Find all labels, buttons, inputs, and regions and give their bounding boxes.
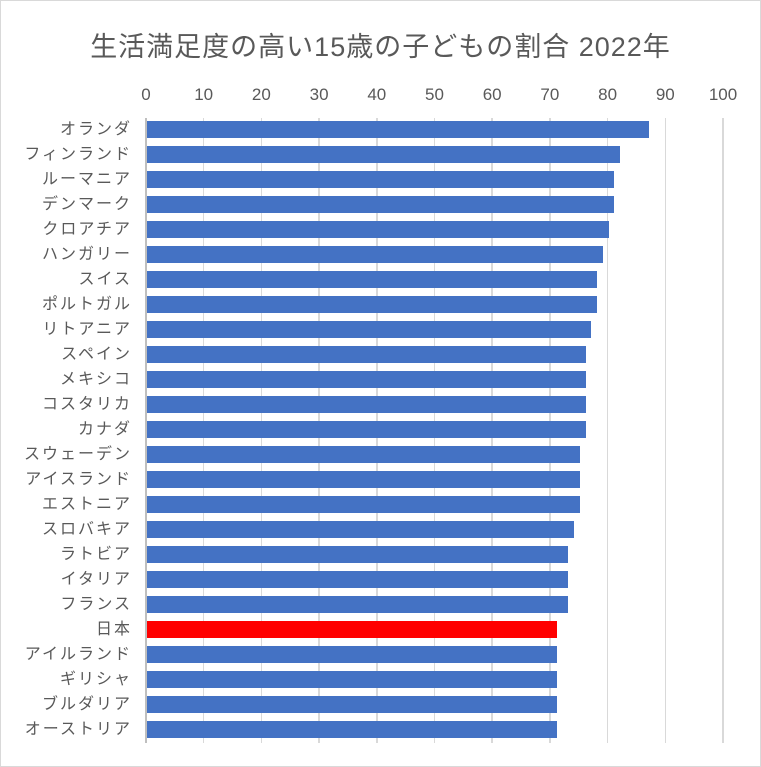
bar — [147, 596, 569, 613]
category-label: オランダ — [59, 121, 132, 138]
x-axis-tick-label: 100 — [708, 85, 738, 104]
bar — [147, 146, 621, 163]
category-label: コスタリカ — [41, 396, 132, 413]
x-axis-tick-label: 10 — [194, 85, 214, 104]
bar — [147, 421, 586, 438]
category-label: クロアチア — [42, 221, 132, 238]
x-axis-tick-label: 30 — [309, 85, 329, 104]
bar — [147, 646, 557, 663]
bar — [147, 696, 557, 713]
category-label: アイルランド — [24, 646, 132, 663]
bar — [147, 721, 557, 738]
gridline — [606, 118, 609, 743]
bar — [147, 346, 586, 363]
bar — [147, 321, 592, 338]
bar — [147, 521, 574, 538]
category-label: ブルダリア — [41, 696, 132, 713]
bar — [147, 496, 580, 513]
bar — [147, 546, 569, 563]
gridline — [722, 118, 724, 743]
x-axis-tick-label: 0 — [141, 85, 151, 104]
category-label: ハンガリー — [41, 246, 132, 263]
category-label: スペイン — [61, 346, 132, 363]
category-label: フランス — [60, 596, 132, 613]
bar — [147, 221, 609, 238]
bar-highlighted — [147, 621, 557, 638]
category-label: デンマーク — [41, 196, 132, 213]
bar — [147, 471, 580, 488]
x-axis-tick-label: 50 — [425, 85, 444, 104]
x-axis-tick-label: 20 — [251, 85, 271, 104]
category-label: ポルトガル — [41, 296, 132, 313]
x-axis-tick-label: 60 — [482, 85, 502, 104]
bar — [147, 671, 557, 688]
bar — [147, 371, 586, 388]
bar — [147, 196, 615, 213]
category-label: スイス — [78, 271, 132, 288]
category-label: カナダ — [77, 421, 132, 438]
value-axis-line — [145, 118, 147, 743]
x-axis-tick-label: 40 — [367, 85, 387, 104]
category-label: アイスランド — [25, 471, 132, 488]
category-label: ルーマニア — [41, 171, 132, 188]
category-label: リトアニア — [42, 321, 132, 338]
category-label: エストニア — [41, 496, 132, 513]
category-label: イタリア — [60, 571, 132, 588]
x-axis-tick-label: 70 — [540, 85, 560, 104]
category-label: メキシコ — [59, 371, 132, 388]
chart-title: 生活満足度の高い15歳の子どもの割合 2022年 — [90, 32, 671, 62]
bar — [147, 246, 603, 263]
category-label: 日本 — [95, 621, 132, 638]
bar — [147, 271, 598, 288]
bar — [147, 121, 649, 138]
x-axis-tick-label: 90 — [655, 85, 675, 104]
bar — [147, 446, 580, 463]
bar — [147, 296, 598, 313]
x-axis-tick-label: 80 — [598, 85, 618, 104]
bar — [147, 171, 615, 188]
bar — [147, 396, 586, 413]
category-label: スウェーデン — [23, 446, 132, 463]
gridline — [664, 118, 667, 743]
category-label: スロバキア — [41, 521, 132, 538]
category-label: フィンランド — [24, 146, 132, 163]
category-label: ギリシャ — [59, 671, 132, 688]
bar — [147, 571, 569, 588]
category-label: オーストリア — [24, 721, 132, 738]
category-label: ラトビア — [59, 546, 132, 563]
